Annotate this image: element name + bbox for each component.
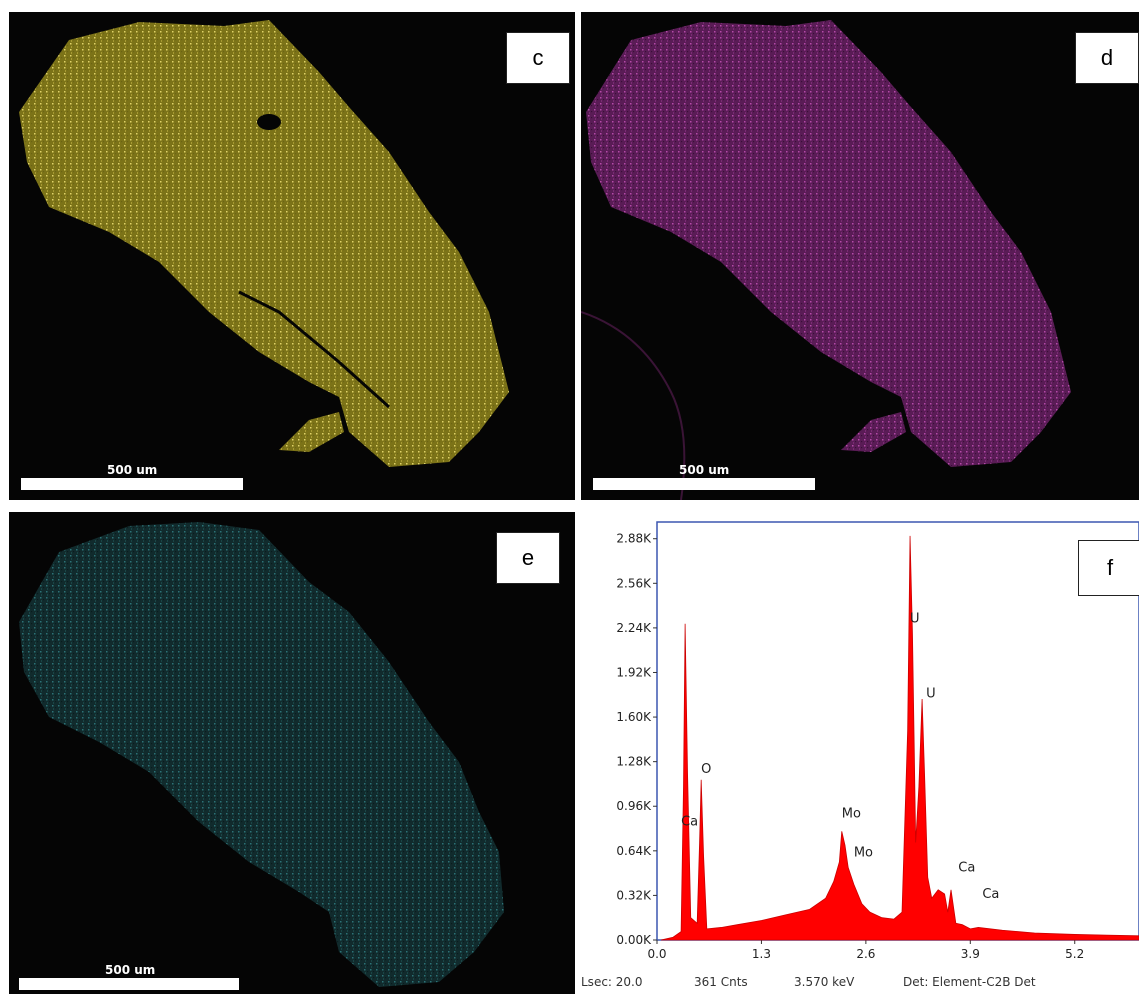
eds-map-panel-c: c 500 um xyxy=(9,12,575,500)
peak-label: Mo xyxy=(854,845,873,860)
eds-spectrum-panel-f: 0.00K 0.32K 0.64K 0.96K 1.28K 1.60K 1.92K 2.24K… xyxy=(577,512,1139,994)
y-tick-label: 2.24K xyxy=(616,621,652,635)
grain-fragment-c xyxy=(279,412,344,452)
peak-label: Ca xyxy=(958,861,975,876)
y-tick-label: 1.28K xyxy=(616,755,652,769)
scale-bar-e xyxy=(19,978,239,990)
y-tick-label: 0.00K xyxy=(616,933,652,947)
peak-label: Ca xyxy=(982,887,999,902)
grain-fragment-d xyxy=(841,412,906,452)
grain-map-d xyxy=(581,20,1071,500)
peak-label: U xyxy=(926,687,936,702)
ring-artifact-d xyxy=(581,311,686,500)
y-tick-label: 1.92K xyxy=(616,665,652,679)
spectrum-chart: 0.00K 0.32K 0.64K 0.96K 1.28K 1.60K 1.92K 2.24K… xyxy=(616,521,1139,961)
scale-bar-c xyxy=(21,478,243,490)
footer-kev: 3.570 keV xyxy=(794,975,855,989)
y-tick-label: 0.64K xyxy=(616,844,652,858)
panel-label-e: e xyxy=(496,532,560,584)
grain-shape-c xyxy=(19,20,509,467)
scale-bar-label-c: 500 um xyxy=(107,463,158,477)
peak-label: U xyxy=(910,611,920,626)
grain-shape-e xyxy=(19,522,504,987)
x-tick-label: 0.0 xyxy=(647,947,666,961)
panel-label-f: f xyxy=(1078,540,1139,596)
panel-label-c: c xyxy=(506,32,570,84)
peak-label: O xyxy=(701,762,711,777)
eds-map-panel-d: d 500 um xyxy=(581,12,1139,500)
footer-lsec: Lsec: 20.0 xyxy=(581,975,643,989)
y-tick-label: 1.60K xyxy=(616,710,652,724)
panel-label-d: d xyxy=(1075,32,1139,84)
x-tick-label: 1.3 xyxy=(752,947,771,961)
grain-shape-d xyxy=(586,20,1071,467)
eds-map-panel-e: e 500 um xyxy=(9,512,575,994)
grain-map-e xyxy=(19,522,504,987)
y-tick-label: 2.88K xyxy=(616,532,652,546)
spectrum-series xyxy=(660,535,1139,941)
crack-c xyxy=(238,290,391,409)
scale-bar-label-d: 500 um xyxy=(679,463,730,477)
y-tick-label: 0.32K xyxy=(616,888,652,902)
x-tick-label: 2.6 xyxy=(856,947,875,961)
x-tick-label: 5.2 xyxy=(1065,947,1084,961)
x-tick-label: 3.9 xyxy=(961,947,980,961)
peak-label: Mo xyxy=(842,806,861,821)
footer-counts: 361 Cnts xyxy=(694,975,748,989)
plot-frame xyxy=(656,521,1139,941)
footer-detector: Det: Element-C2B Det xyxy=(903,975,1036,989)
y-tick-label: 0.96K xyxy=(616,799,652,813)
y-tick-label: 2.56K xyxy=(616,576,652,590)
peak-label: Ca xyxy=(681,815,698,830)
scale-bar-d xyxy=(593,478,815,490)
scale-bar-label-e: 500 um xyxy=(105,963,156,977)
pore-c xyxy=(257,114,281,130)
grain-map-c xyxy=(19,20,509,467)
